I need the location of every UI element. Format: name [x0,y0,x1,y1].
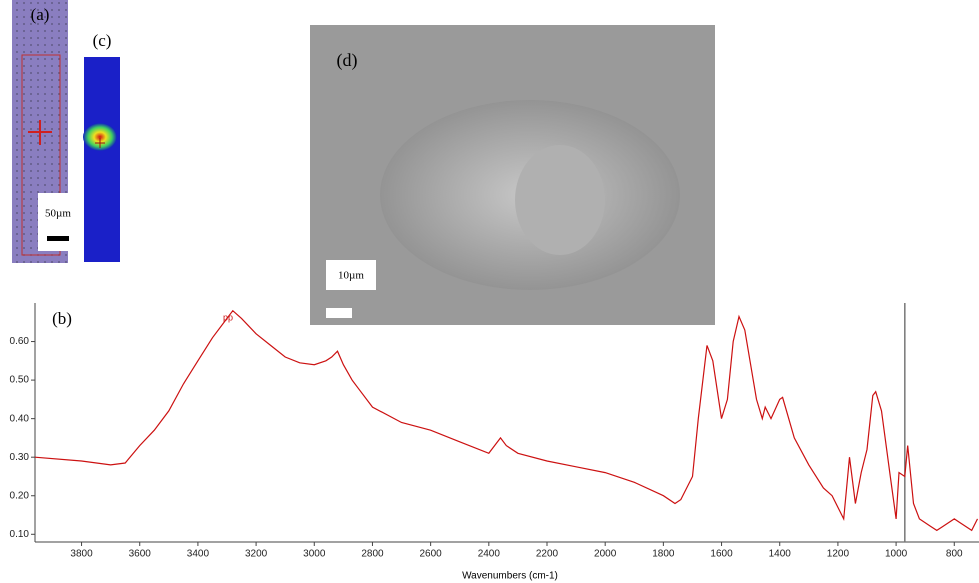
x-tick-label: 3200 [245,549,268,560]
x-axis-label: Wavenumbers (cm-1) [462,571,558,582]
panel-label: (a) [31,5,50,24]
x-tick-label: 1000 [885,549,908,560]
panel-label: (d) [337,50,358,71]
y-tick-label: 0.40 [10,413,30,424]
panel-d-image [310,25,715,325]
panel-label: (b) [52,309,72,328]
x-tick-label: 3000 [303,549,326,560]
x-tick-label: 2800 [361,549,384,560]
x-tick-label: 800 [946,549,963,560]
x-tick-label: 2400 [478,549,501,560]
x-tick-label: 2600 [420,549,443,560]
scale-label: 50µm [45,208,71,220]
panel-a-image [12,0,78,263]
figure: (a) (b) (c) (d) 50µm 10µm pp Wavenumbers… [0,0,979,583]
x-tick-label: 1800 [652,549,675,560]
x-tick-label: 1400 [769,549,792,560]
x-tick-label: 3600 [129,549,152,560]
y-tick-label: 0.20 [10,490,30,501]
y-tick-label: 0.10 [10,529,30,540]
scale-label: 10µm [338,270,364,282]
x-tick-label: 2000 [594,549,617,560]
x-tick-label: 3400 [187,549,210,560]
spectrum-line [35,311,978,531]
panel-c-image [83,57,120,262]
y-tick-label: 0.60 [10,336,30,347]
x-tick-label: 2200 [536,549,559,560]
x-tick-label: 1200 [827,549,850,560]
y-tick-label: 0.50 [10,375,30,386]
y-tick-label: 0.30 [10,452,30,463]
panel-label: (c) [93,31,112,50]
x-tick-label: 1600 [710,549,733,560]
x-tick-label: 3800 [70,549,93,560]
